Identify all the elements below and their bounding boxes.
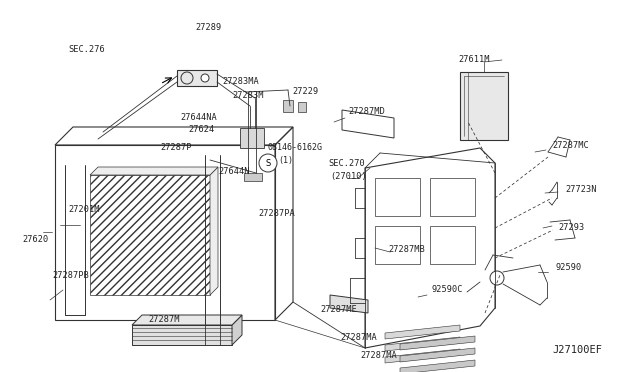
Bar [430, 226, 475, 264]
Text: 27624: 27624 [188, 125, 214, 135]
Text: SEC.270: SEC.270 [328, 160, 365, 169]
Text: 27287MD: 27287MD [348, 108, 385, 116]
Text: 27287MC: 27287MC [552, 141, 589, 150]
Text: (1): (1) [278, 155, 293, 164]
Text: 27620: 27620 [22, 235, 48, 244]
Text: 27287MA: 27287MA [340, 334, 377, 343]
Polygon shape [210, 167, 218, 295]
Text: 27229: 27229 [292, 87, 318, 96]
Polygon shape [400, 348, 475, 362]
Bar [460, 72, 508, 140]
Text: 27287MB: 27287MB [388, 246, 425, 254]
Polygon shape [400, 336, 475, 350]
Text: J27100EF: J27100EF [552, 345, 602, 355]
Text: 08146-6162G: 08146-6162G [268, 144, 323, 153]
Polygon shape [90, 167, 218, 175]
Bar [244, 173, 262, 181]
Text: 27293: 27293 [558, 224, 584, 232]
Bar [283, 100, 293, 112]
Text: 27283M: 27283M [232, 92, 264, 100]
Text: 27611M: 27611M [458, 55, 490, 64]
Bar [240, 128, 264, 148]
Circle shape [181, 72, 193, 84]
Text: 27287ME: 27287ME [320, 305, 356, 314]
Text: 27287M: 27287M [148, 315, 179, 324]
Bar [430, 178, 475, 216]
Polygon shape [132, 325, 232, 345]
Text: 92590C: 92590C [432, 285, 463, 295]
Text: 27287P: 27287P [160, 144, 191, 153]
Text: S: S [266, 158, 271, 167]
Text: SEC.276: SEC.276 [68, 45, 105, 55]
Polygon shape [177, 70, 217, 86]
Polygon shape [132, 315, 242, 325]
Polygon shape [232, 315, 242, 345]
Polygon shape [400, 360, 475, 372]
Circle shape [201, 74, 209, 82]
Polygon shape [385, 325, 460, 339]
Text: 27201M: 27201M [68, 205, 99, 215]
Text: 27287PB: 27287PB [52, 270, 89, 279]
Text: 27289: 27289 [195, 23, 221, 32]
Text: 27644NA: 27644NA [180, 113, 217, 122]
Text: 27723N: 27723N [565, 186, 596, 195]
Bar [375, 226, 420, 264]
Text: 27283MA: 27283MA [222, 77, 259, 87]
Bar [298, 102, 306, 112]
Bar [375, 178, 420, 216]
Polygon shape [385, 337, 460, 351]
Text: 27644N: 27644N [218, 167, 250, 176]
Text: (27010): (27010) [330, 171, 367, 180]
Polygon shape [342, 110, 394, 138]
Polygon shape [330, 295, 368, 313]
Text: 27287PA: 27287PA [258, 209, 295, 218]
Text: 92590: 92590 [555, 263, 581, 273]
Polygon shape [385, 349, 460, 363]
Bar [90, 175, 210, 295]
Circle shape [490, 271, 504, 285]
Circle shape [259, 154, 277, 172]
Text: 27287MA: 27287MA [360, 352, 397, 360]
